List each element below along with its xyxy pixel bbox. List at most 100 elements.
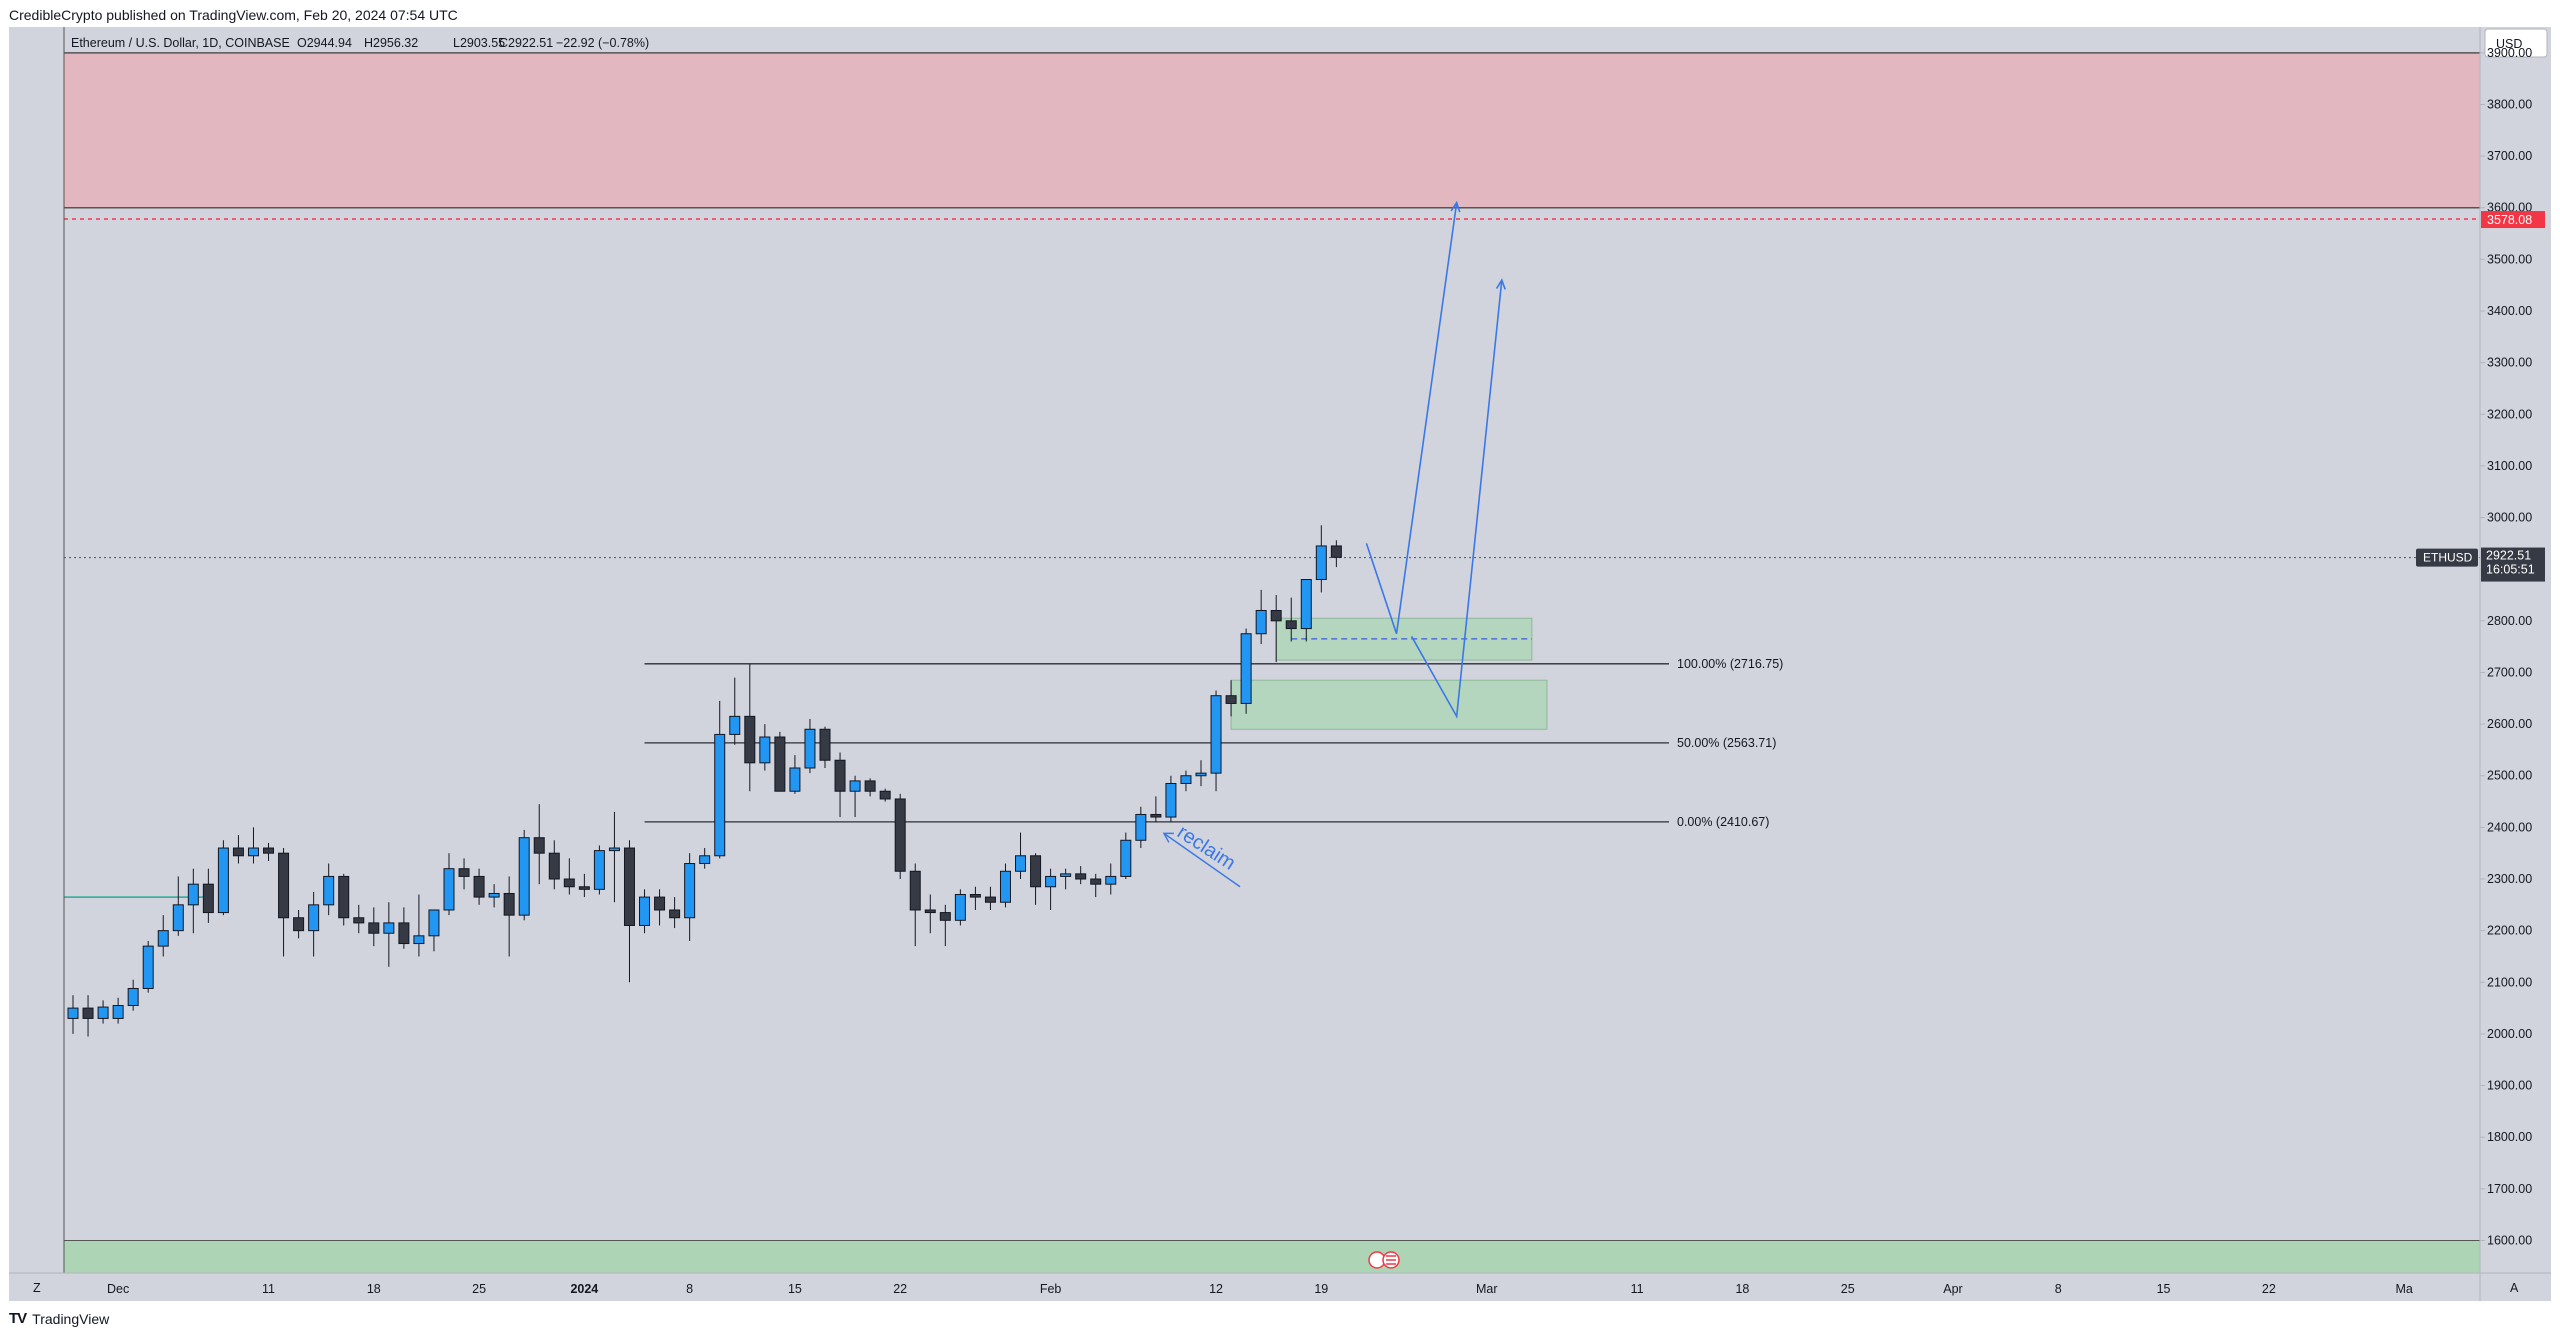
footer-brand: TradingView [32,1310,110,1327]
y-tick-label-2: 1800.00 [2487,1130,2532,1144]
candle-body-83 [1315,545,1327,581]
reclaim-arrowhead [1162,832,1174,843]
reclaim-arrow-line [1163,832,1241,888]
resistance-zone [64,52,2480,208]
candle-body-16 [308,904,320,932]
y-tick-label-12: 2800.00 [2487,614,2532,628]
y-tick-label-22: 3800.00 [2487,97,2532,111]
x-tick-label-16: 8 [2055,1282,2062,1296]
candle-body-58 [939,912,951,921]
candle-body-47 [774,736,786,792]
candle-body-50 [819,728,831,761]
candle-body-63 [1015,855,1027,872]
y-tick-label-23: 3900.00 [2487,46,2532,60]
last-price-badge: 2922.51 16:05:51 [2481,547,2545,582]
x-tick-label-17: 15 [2157,1282,2171,1296]
x-tick-label-15: Apr [1943,1282,1962,1296]
y-tick-label-0: 1600.00 [2487,1233,2532,1247]
left-corner-label[interactable]: Z [33,1281,41,1295]
candle-body-5 [142,945,154,989]
x-tick-label-1: 11 [262,1282,275,1296]
candle-body-57 [924,909,936,914]
y-tick-label-4: 2000.00 [2487,1027,2532,1041]
candle-body-61 [984,896,996,903]
candle-body-20 [368,922,380,934]
candle-body-37 [623,847,635,926]
candle-body-49 [804,728,816,769]
candle-body-60 [969,894,981,898]
y-tick-label-16: 3200.00 [2487,407,2532,421]
chart-area[interactable]: 100.00% (2716.75) 50.00% (2563.71) 0.00% (… [9,27,2551,1301]
candle-body-27 [473,875,485,898]
candle-body-77 [1225,695,1237,704]
candle-body-43 [714,733,726,857]
candle-body-33 [563,878,575,888]
legend-open: O2944.94 [297,36,352,50]
x-tick-label-13: 18 [1735,1282,1749,1296]
candle-body-40 [669,909,681,919]
candle-body-42 [699,855,711,865]
candle-body-67 [1075,873,1087,880]
candle-body-29 [503,892,515,916]
candle-body-82 [1300,579,1312,630]
x-tick-label-8: Feb [1040,1282,1062,1296]
x-tick-label-14: 25 [1841,1282,1855,1296]
candle-body-26 [458,868,470,877]
candle-body-76 [1210,695,1222,774]
candle-body-23 [413,935,425,945]
candle-body-6 [157,930,169,947]
projection-arrowhead-2 [1495,278,1506,290]
candle-body-74 [1180,775,1192,784]
x-tick-label-19: Ma [2396,1282,2413,1296]
red-level-badge: 3578.08 [2481,211,2545,229]
candle-body-52 [849,780,861,792]
x-tick-label-18: 22 [2262,1282,2276,1296]
candle-body-18 [338,875,350,919]
candle-body-19 [353,917,365,924]
auto-scale-button[interactable]: A [2510,1281,2519,1295]
candle-body-30 [518,837,530,916]
symbol-badge: ETHUSD [2416,548,2478,567]
price-chart[interactable]: 100.00% (2716.75) 50.00% (2563.71) 0.00% (… [9,27,2551,1301]
red-level-value: 3578.08 [2487,213,2532,227]
candle-body-0 [67,1007,79,1019]
y-tick-label-15: 3100.00 [2487,459,2532,473]
y-tick-label-14: 3000.00 [2487,511,2532,525]
candle-body-71 [1135,813,1147,841]
x-tick-label-6: 15 [788,1282,802,1296]
candle-body-12 [247,847,259,857]
legend-symbol: Ethereum / U.S. Dollar, 1D, COINBASE [71,36,290,50]
y-tick-label-7: 2300.00 [2487,872,2532,886]
footer: TV TradingView [9,1310,109,1327]
x-tick-label-10: 19 [1314,1282,1328,1296]
candle-body-39 [654,896,666,911]
candle-body-22 [398,922,410,945]
candle-body-24 [428,909,440,937]
y-tick-label-1: 1700.00 [2487,1182,2532,1196]
candle-body-68 [1090,878,1102,885]
candle-body-11 [232,847,244,857]
y-tick-label-10: 2600.00 [2487,717,2532,731]
candle-body-64 [1030,855,1042,888]
candle-body-8 [187,883,199,906]
candle-body-36 [608,847,620,852]
event-icons[interactable] [1368,1251,1400,1269]
y-tick-label-9: 2500.00 [2487,769,2532,783]
candle-body-54 [879,790,891,800]
candle-body-28 [488,892,500,898]
currency-button[interactable]: USD [2484,28,2548,58]
candle-body-56 [909,870,921,911]
x-tick-label-2: 18 [367,1282,381,1296]
candle-body-78 [1240,633,1252,704]
x-tick-label-12: 11 [1631,1282,1644,1296]
candle-body-79 [1255,609,1267,635]
candle-body-84 [1330,545,1342,558]
demand-zone-2 [1230,679,1548,730]
projection-arrowhead-1 [1450,200,1461,213]
x-tick-label-9: 12 [1209,1282,1223,1296]
candle-body-41 [684,863,696,919]
flag-icon [1386,1255,1396,1265]
fib-label-0: 100.00% (2716.75) [1677,657,1783,671]
candle-body-45 [744,715,756,764]
y-tick-label-17: 3300.00 [2487,356,2532,370]
